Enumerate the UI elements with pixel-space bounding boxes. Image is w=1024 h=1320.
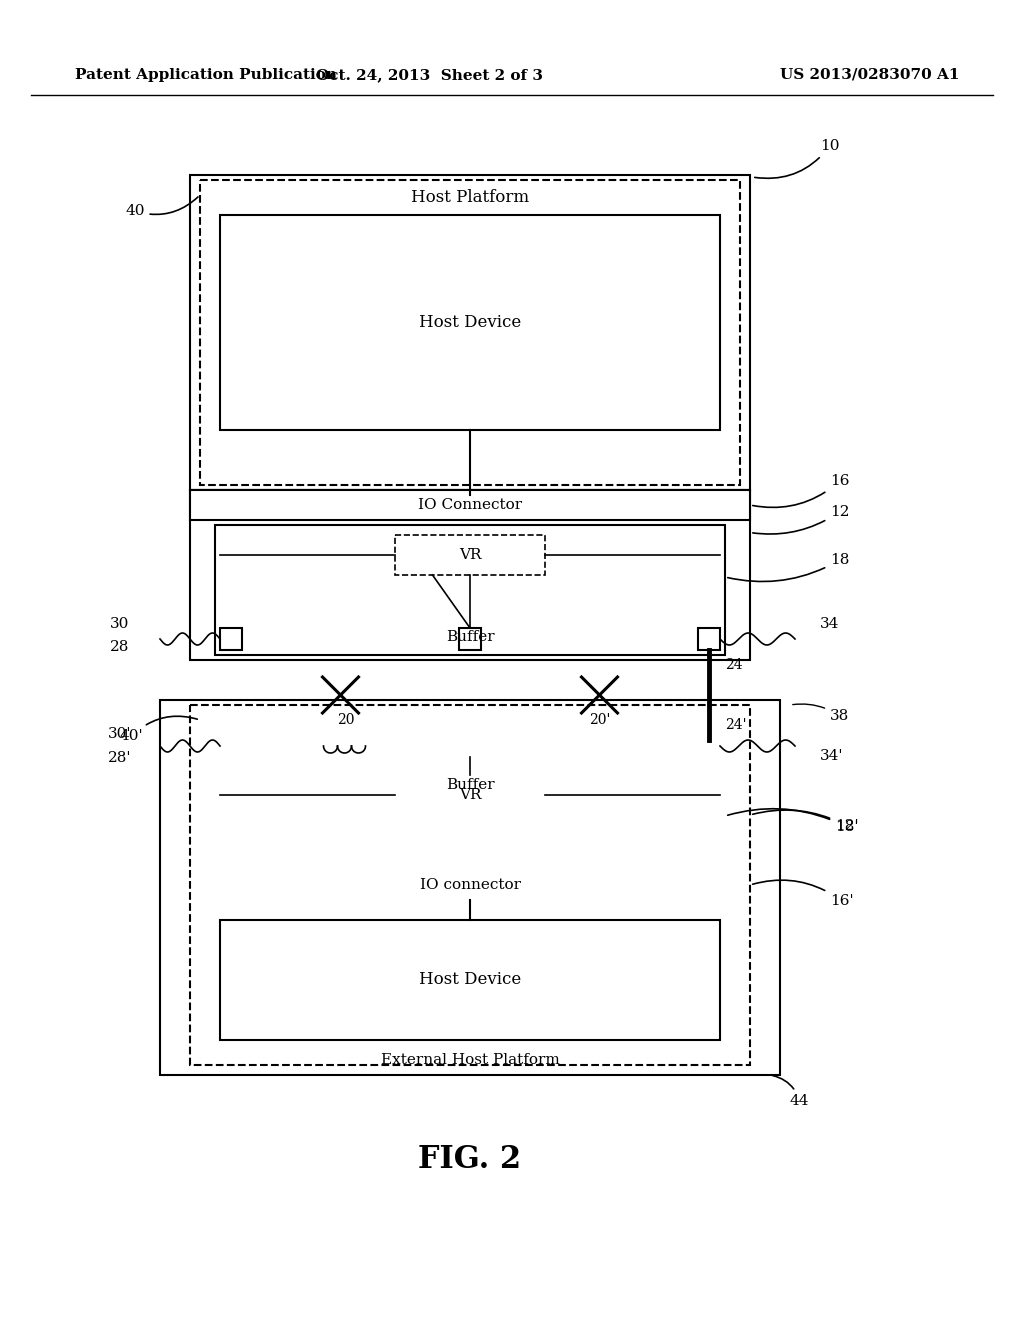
Text: FIG. 2: FIG. 2 [419,1144,521,1176]
Text: 16': 16' [753,880,854,908]
Text: 28: 28 [111,640,130,653]
Text: 40': 40' [120,717,198,743]
Bar [459,628,481,649]
Text: 30: 30 [111,616,130,631]
Text: 20': 20' [589,713,610,727]
Bar [215,767,725,865]
Bar [190,176,750,490]
Bar [190,730,750,900]
Bar [190,705,750,1065]
Text: Host Device: Host Device [419,972,521,989]
Bar [220,735,242,756]
Text: 24: 24 [725,657,742,672]
Bar [220,215,720,430]
Text: 18': 18' [728,809,858,834]
Text: 18: 18 [728,553,849,582]
Bar [190,490,750,520]
Bar [395,535,545,576]
Text: US 2013/0283070 A1: US 2013/0283070 A1 [780,69,959,82]
Text: Buffer: Buffer [445,630,495,644]
Text: Host Device: Host Device [419,314,521,331]
Bar [220,628,242,649]
Bar [395,775,545,814]
Text: 12': 12' [753,810,859,833]
Text: IO Connector: IO Connector [418,498,522,512]
Text: IO connector: IO connector [420,878,520,892]
Text: 28': 28' [109,751,132,766]
Text: 20: 20 [337,713,354,727]
Text: External Host Platform: External Host Platform [381,1053,559,1067]
Text: 24': 24' [725,718,746,733]
Text: VR: VR [459,548,481,562]
Bar [459,735,481,756]
Text: 16: 16 [753,474,850,507]
Text: 34': 34' [820,748,844,763]
Bar [200,180,740,484]
Text: Patent Application Publication: Patent Application Publication [75,69,337,82]
Bar [215,525,725,655]
Text: 30': 30' [109,727,132,741]
Text: VR: VR [459,788,481,803]
Text: Host Platform: Host Platform [411,189,529,206]
Text: 34: 34 [820,616,840,631]
Bar [190,870,750,900]
Text: Buffer: Buffer [445,777,495,792]
Text: 44: 44 [773,1076,810,1107]
Text: 40: 40 [125,197,198,218]
Text: 10: 10 [755,139,840,178]
Text: 38: 38 [793,704,849,723]
Bar [220,920,720,1040]
Bar [160,700,780,1074]
Bar [190,490,750,660]
Bar [698,628,720,649]
Bar [698,735,720,756]
Text: Oct. 24, 2013  Sheet 2 of 3: Oct. 24, 2013 Sheet 2 of 3 [316,69,544,82]
Text: 12: 12 [753,504,850,535]
